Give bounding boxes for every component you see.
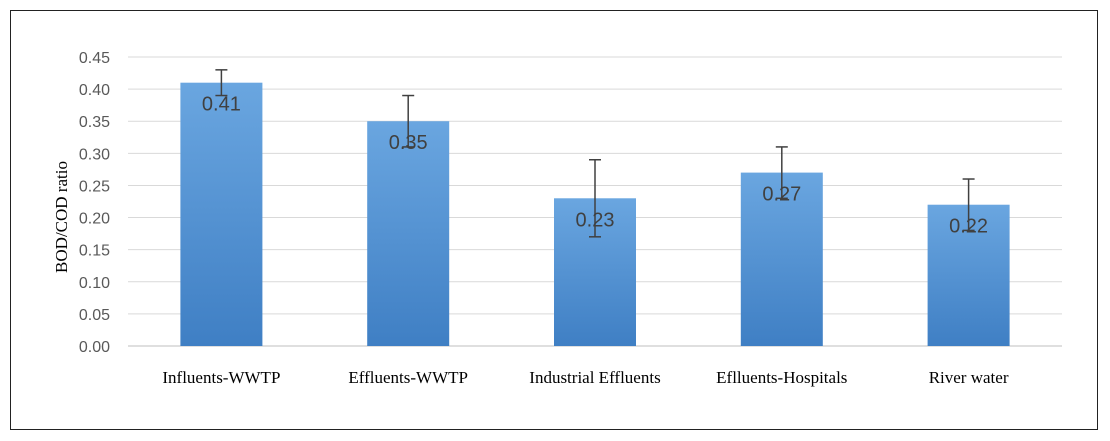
data-label: 0.23 <box>576 209 615 231</box>
bar <box>180 82 263 346</box>
y-tick-label: 0.40 <box>79 82 110 99</box>
y-tick-label: 0.10 <box>79 275 110 292</box>
y-tick-label: 0.35 <box>79 114 110 131</box>
gridlines <box>128 56 1062 347</box>
y-axis-ticks: 0.00 0.05 0.10 0.15 0.20 0.25 0.30 0.35 0.40 0.45 <box>79 50 110 356</box>
y-tick-label: 0.20 <box>79 211 110 228</box>
category-label: Industrial Effluents <box>529 368 660 387</box>
category-label: Eflluents-Hospitals <box>716 368 847 387</box>
y-tick-label: 0.00 <box>79 339 110 356</box>
data-label: 0.22 <box>949 216 988 238</box>
category-label: River water <box>929 368 1009 387</box>
data-label: 0.41 <box>202 94 241 116</box>
y-tick-label: 0.15 <box>79 243 110 260</box>
y-axis-title: BOD/COD ratio <box>52 161 71 273</box>
bars <box>180 82 1010 346</box>
y-tick-label: 0.30 <box>79 146 110 163</box>
data-label: 0.27 <box>762 184 801 206</box>
category-label: Influents-WWTP <box>162 368 280 387</box>
bar <box>367 121 450 346</box>
x-axis-categories: Influents-WWTP Effluents-WWTP Industrial E… <box>162 368 1008 387</box>
y-tick-label: 0.05 <box>79 307 110 324</box>
bar <box>740 172 823 346</box>
y-tick-label: 0.25 <box>79 178 110 195</box>
y-tick-label: 0.45 <box>79 50 110 67</box>
data-labels: 0.41 0.35 0.23 0.27 0.22 <box>202 94 988 238</box>
category-label: Effluents-WWTP <box>348 368 468 387</box>
data-label: 0.35 <box>389 132 428 154</box>
error-bars <box>215 69 975 238</box>
